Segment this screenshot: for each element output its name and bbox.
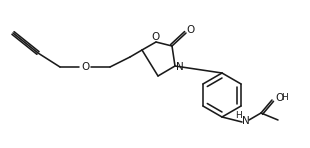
Text: O: O: [81, 62, 89, 72]
Text: H: H: [281, 94, 288, 103]
Text: O: O: [151, 32, 159, 42]
Text: N: N: [242, 116, 250, 126]
Text: O: O: [275, 93, 283, 103]
Text: N: N: [176, 62, 184, 72]
Text: H: H: [235, 111, 241, 120]
Text: O: O: [186, 25, 194, 35]
